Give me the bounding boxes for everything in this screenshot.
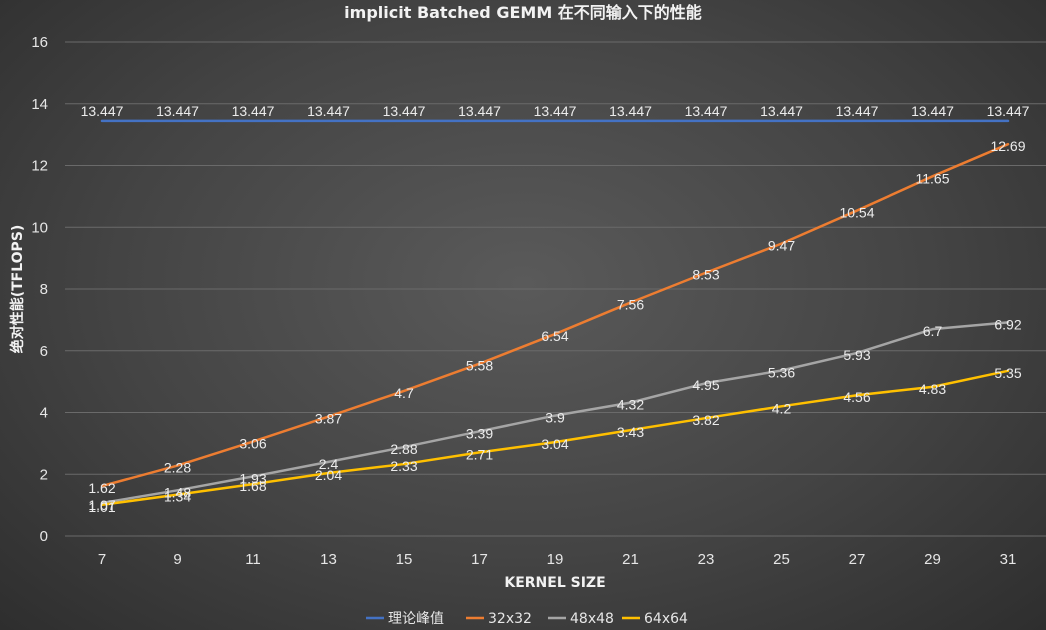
data-label: 6.92	[994, 316, 1021, 332]
y-tick-label: 0	[40, 528, 48, 545]
data-label: 13.447	[760, 103, 803, 119]
x-tick-label: 17	[471, 551, 488, 568]
y-axis-ticks: 0 2 4 6 8 10 12 14 16	[31, 34, 48, 545]
data-label: 13.447	[534, 103, 577, 119]
data-labels: 13.447 13.447 13.447 13.447 13.447 13.447 13.4…	[81, 103, 1030, 515]
data-label: 9.47	[768, 238, 795, 254]
data-label: 2.71	[466, 446, 493, 462]
y-tick-label: 2	[40, 466, 48, 483]
data-label: 3.04	[541, 436, 568, 452]
data-label: 8.53	[692, 267, 719, 283]
data-label: 11.65	[916, 170, 950, 186]
x-tick-label: 13	[320, 551, 337, 568]
legend-label: 48x48	[570, 611, 614, 627]
data-label: 3.43	[617, 424, 644, 440]
data-label: 12.69	[990, 138, 1025, 154]
data-label: 3.39	[466, 425, 493, 441]
data-label: 5.35	[994, 365, 1021, 381]
data-label: 1.07	[88, 497, 115, 513]
data-label: 13.447	[232, 103, 275, 119]
x-axis-title: KERNEL SIZE	[504, 575, 605, 591]
legend-label: 32x32	[488, 611, 532, 627]
x-tick-label: 31	[1000, 551, 1017, 568]
x-tick-label: 7	[98, 551, 106, 568]
data-label: 2.28	[164, 460, 191, 476]
data-label: 2.04	[315, 467, 342, 483]
y-axis-title: 绝对性能(TFLOPS)	[9, 225, 26, 354]
data-label: 4.56	[843, 389, 870, 405]
data-label: 4.95	[692, 377, 719, 393]
y-tick-label: 8	[40, 281, 48, 298]
data-label: 5.93	[843, 347, 870, 363]
x-tick-label: 27	[849, 551, 866, 568]
data-label: 13.447	[307, 103, 350, 119]
legend: 理论峰值 32x32 48x48 64x64	[366, 611, 688, 627]
data-label: 4.83	[919, 381, 946, 397]
x-tick-label: 19	[547, 551, 564, 568]
data-label: 13.447	[383, 103, 426, 119]
series-lines	[100, 119, 1010, 507]
data-label: 13.447	[685, 103, 728, 119]
legend-label: 64x64	[644, 611, 688, 627]
chart-title: implicit Batched GEMM 在不同输入下的性能	[344, 3, 702, 22]
data-label: 2.4	[319, 456, 339, 472]
x-tick-label: 11	[245, 551, 261, 568]
data-label: 1.48	[164, 484, 191, 500]
data-label: 6.54	[541, 328, 568, 344]
data-label: 5.36	[768, 365, 795, 381]
data-label: 2.88	[390, 441, 417, 457]
data-label: 13.447	[836, 103, 879, 119]
data-label: 3.82	[692, 412, 719, 428]
data-label: 7.56	[617, 297, 644, 313]
gridlines	[65, 41, 1046, 537]
data-label: 4.2	[772, 400, 792, 416]
x-tick-label: 23	[698, 551, 715, 568]
legend-label: 理论峰值	[388, 611, 444, 627]
y-tick-label: 6	[40, 343, 48, 360]
y-tick-label: 4	[40, 405, 48, 422]
data-label: 1.62	[88, 480, 115, 496]
x-tick-label: 29	[924, 551, 941, 568]
data-label: 3.06	[239, 436, 266, 452]
data-label: 1.68	[239, 478, 266, 494]
data-label: 13.447	[987, 103, 1030, 119]
data-label: 13.447	[911, 103, 954, 119]
series-line-3	[100, 321, 1010, 505]
series-line-4	[100, 369, 1010, 507]
data-label: 13.447	[156, 103, 199, 119]
data-label: 5.58	[466, 358, 493, 374]
data-label: 10.54	[839, 205, 874, 221]
data-label: 6.7	[923, 323, 943, 339]
data-label: 3.87	[315, 411, 342, 427]
y-tick-label: 16	[31, 34, 48, 51]
x-tick-label: 9	[173, 551, 181, 568]
x-tick-label: 21	[622, 551, 639, 568]
x-tick-label: 25	[773, 551, 790, 568]
data-label: 13.447	[458, 103, 501, 119]
data-label: 4.7	[394, 385, 414, 401]
data-label: 13.447	[609, 103, 652, 119]
data-label: 1.93	[239, 470, 266, 486]
y-tick-label: 12	[31, 158, 48, 175]
data-label: 1.01	[88, 499, 115, 515]
data-label: 1.34	[164, 489, 191, 505]
x-tick-label: 15	[396, 551, 413, 568]
y-tick-label: 10	[31, 219, 48, 236]
data-label: 4.32	[617, 397, 644, 413]
series-line-2	[100, 142, 1010, 488]
y-tick-label: 14	[31, 96, 48, 113]
x-axis-ticks: 7 9 11 13 15 17 19 21 23 25 27 29 31	[98, 551, 1017, 568]
data-label: 2.33	[390, 458, 417, 474]
data-label: 3.9	[545, 410, 565, 426]
data-label: 13.447	[81, 103, 124, 119]
